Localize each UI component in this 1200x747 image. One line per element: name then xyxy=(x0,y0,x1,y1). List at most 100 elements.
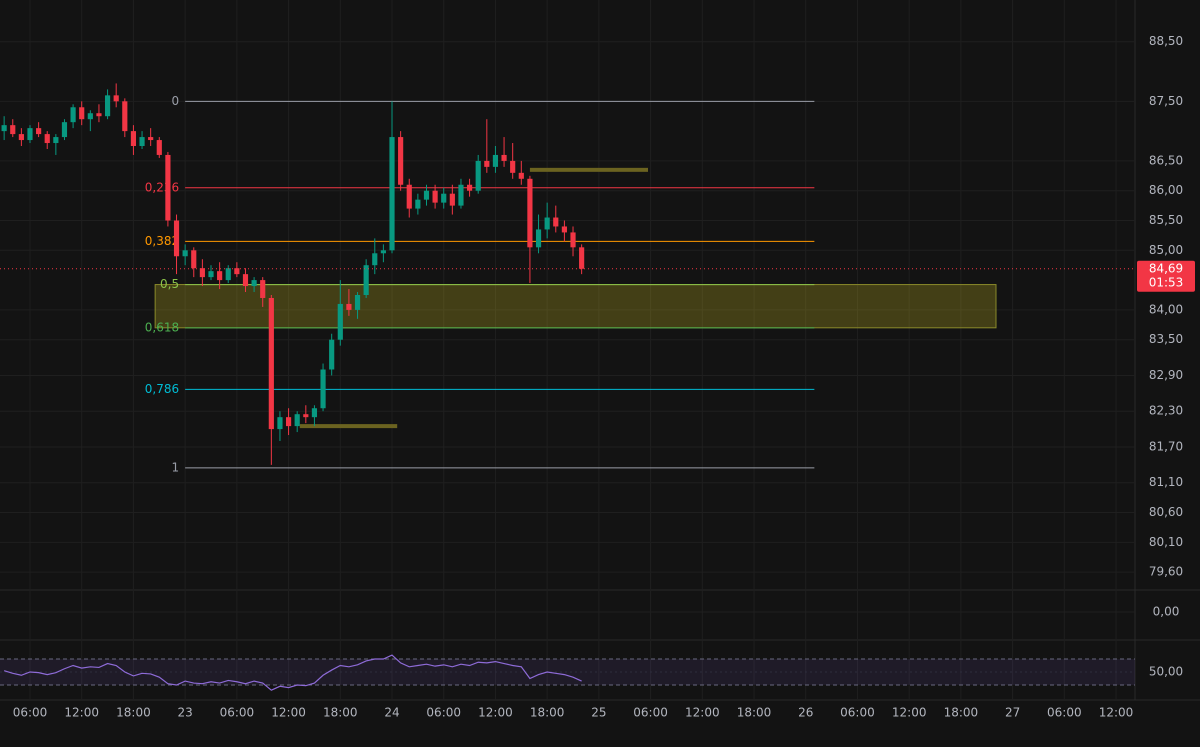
candle-body xyxy=(354,295,361,310)
x-tick-label: 12:00 xyxy=(892,706,927,720)
y-tick-label: 79,60 xyxy=(1149,565,1183,579)
candle-body xyxy=(535,229,542,248)
candle-body xyxy=(484,160,490,167)
candle-body xyxy=(130,131,137,147)
candle-body xyxy=(148,137,154,141)
x-tick-label: 12:00 xyxy=(478,706,513,720)
y-tick-label: 85,00 xyxy=(1149,243,1183,257)
candle-body xyxy=(225,268,231,281)
candle-body xyxy=(27,128,33,141)
candle-body xyxy=(406,184,412,209)
candle-body xyxy=(87,113,93,120)
level-marker xyxy=(299,424,398,429)
fib-label: 0,786 xyxy=(145,382,179,396)
candle-body xyxy=(217,271,223,281)
y-tick-label: 84,00 xyxy=(1149,302,1183,316)
y-tick-label: 82,30 xyxy=(1149,404,1183,418)
y-tick-label: 88,50 xyxy=(1149,34,1183,48)
x-tick-label: 06:00 xyxy=(840,706,875,720)
candle-body xyxy=(96,113,102,117)
candle-body xyxy=(10,125,16,135)
candle-body xyxy=(1,125,7,132)
candle-body xyxy=(260,280,266,298)
candle-body xyxy=(268,297,274,430)
candle-body xyxy=(320,369,326,409)
x-tick-label: 12:00 xyxy=(271,706,306,720)
candle-body xyxy=(398,137,404,185)
candle-body xyxy=(53,137,59,144)
candle-body xyxy=(372,253,378,266)
y-tick-label: 80,10 xyxy=(1149,535,1183,549)
x-tick-label: 06:00 xyxy=(13,706,48,720)
fib-label: 0 xyxy=(172,94,180,108)
candle-body xyxy=(449,193,455,206)
x-tick-label: 12:00 xyxy=(1099,706,1134,720)
candle-body xyxy=(70,107,76,123)
candle-body xyxy=(458,184,464,206)
x-tick-label: 18:00 xyxy=(944,706,979,720)
candle-body xyxy=(79,107,85,120)
candle-body xyxy=(61,122,68,138)
x-tick-label: 18:00 xyxy=(323,706,358,720)
y-tick-label: 87,50 xyxy=(1149,94,1183,108)
y-tick-label: 83,50 xyxy=(1149,332,1183,346)
candle-body xyxy=(285,417,292,427)
candle-body xyxy=(561,226,567,233)
candle-body xyxy=(441,193,447,203)
x-tick-label: 27 xyxy=(1005,706,1020,720)
x-tick-label: 23 xyxy=(178,706,193,720)
candle-body xyxy=(518,172,524,179)
fib-label: 0,236 xyxy=(145,180,179,194)
candle-body xyxy=(122,101,128,132)
candle-body xyxy=(415,199,421,209)
x-tick-label: 18:00 xyxy=(116,706,151,720)
candle-body xyxy=(156,140,162,155)
y-tick-label: 86,50 xyxy=(1149,153,1183,167)
y-tick-label: 81,70 xyxy=(1149,439,1183,453)
level-marker xyxy=(529,167,649,172)
y-tick-label: 0,00 xyxy=(1153,605,1180,619)
fib-label: 0,5 xyxy=(160,277,179,291)
candle-body xyxy=(527,178,533,248)
candle-body xyxy=(475,160,481,191)
candle-body xyxy=(104,95,111,117)
candle-body xyxy=(553,217,559,227)
candle-body xyxy=(492,154,499,167)
candle-body xyxy=(423,190,430,200)
y-tick-label: 50,00 xyxy=(1149,665,1183,679)
candle-body xyxy=(173,220,180,257)
candle-body xyxy=(242,274,249,287)
x-tick-label: 06:00 xyxy=(426,706,461,720)
candle-body xyxy=(234,268,240,275)
x-tick-label: 06:00 xyxy=(1047,706,1082,720)
y-tick-label: 82,90 xyxy=(1149,368,1183,382)
candle-body xyxy=(579,247,585,269)
candle-body xyxy=(113,95,119,102)
x-tick-label: 18:00 xyxy=(530,706,565,720)
last-price-label: 84,69 xyxy=(1149,261,1183,275)
fib-label: 1 xyxy=(172,460,180,474)
candle-body xyxy=(510,160,516,173)
candle-body xyxy=(165,154,171,221)
x-tick-label: 25 xyxy=(591,706,606,720)
candle-body xyxy=(199,268,205,278)
candle-body xyxy=(346,303,352,310)
candle-body xyxy=(44,134,50,144)
x-tick-label: 26 xyxy=(798,706,813,720)
rsi-line xyxy=(3,654,582,691)
fib-label: 0,618 xyxy=(145,320,179,334)
candle-body xyxy=(36,128,42,135)
candle-body xyxy=(570,232,576,248)
candle-body xyxy=(208,271,214,278)
candle-body xyxy=(182,250,188,257)
candle-body xyxy=(380,250,386,254)
x-tick-label: 12:00 xyxy=(64,706,99,720)
candle-body xyxy=(18,134,24,141)
candle-body xyxy=(501,154,507,161)
candle-body xyxy=(311,408,318,418)
y-tick-label: 85,50 xyxy=(1149,213,1183,227)
candle-body xyxy=(389,137,395,251)
fib-zone xyxy=(154,284,997,329)
countdown-label: 01:53 xyxy=(1149,275,1184,289)
